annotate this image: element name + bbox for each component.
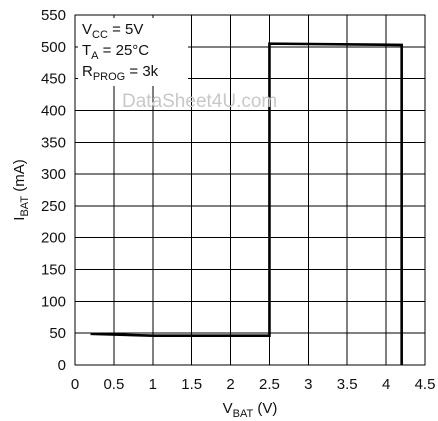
y-tick-labels: 0 50 100 150 200 250 300 350 400 450 500 550 xyxy=(41,7,66,374)
y-tick-label: 100 xyxy=(41,293,66,310)
x-axis-title: VBAT (V) xyxy=(223,400,278,420)
y-tick-label: 500 xyxy=(41,39,66,56)
x-tick-labels: 0 0.5 1 1.5 2 2.5 3 3.5 4 4.5 xyxy=(71,376,436,393)
x-tick-label: 3 xyxy=(304,376,312,393)
x-tick-label: 0 xyxy=(71,376,79,393)
y-tick-label: 350 xyxy=(41,134,66,151)
y-tick-label: 150 xyxy=(41,262,66,279)
x-tick-label: 4 xyxy=(382,376,390,393)
series-layer xyxy=(90,42,403,365)
y-axis-title: IBAT (mA) xyxy=(11,159,31,220)
condition-ta: TA = 25°C xyxy=(82,42,149,62)
condition-vcc: VCC = 5V xyxy=(82,21,143,41)
x-tick-label: 3.5 xyxy=(337,376,358,393)
y-tick-label: 250 xyxy=(41,198,66,215)
condition-rprog: RPROG = 3k xyxy=(82,63,159,83)
y-tick-label: 400 xyxy=(41,102,66,119)
x-tick-label: 1 xyxy=(149,376,157,393)
watermark: DataSheet4U.com xyxy=(122,91,277,112)
y-tick-label: 450 xyxy=(41,71,66,88)
x-tick-label: 2.5 xyxy=(259,376,280,393)
y-tick-label: 550 xyxy=(41,7,66,24)
x-tick-label: 2 xyxy=(226,376,234,393)
plot-frame xyxy=(74,14,426,366)
conditions-box xyxy=(78,18,188,86)
x-tick-label: 0.5 xyxy=(103,376,124,393)
x-tick-label: 1.5 xyxy=(181,376,202,393)
series-line-0 xyxy=(90,42,403,365)
grid xyxy=(75,15,425,365)
y-tick-label: 0 xyxy=(58,357,66,374)
y-tick-label: 50 xyxy=(49,325,66,342)
y-tick-label: 200 xyxy=(41,230,66,247)
x-tick-label: 4.5 xyxy=(415,376,436,393)
y-tick-label: 300 xyxy=(41,166,66,183)
